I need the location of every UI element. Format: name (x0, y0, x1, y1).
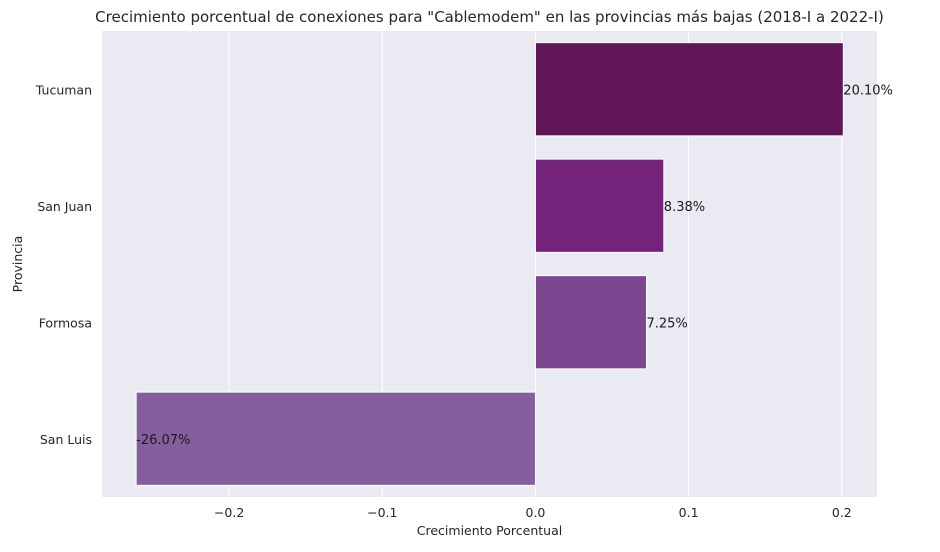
x-axis-ticks: −0.2 −0.1 0.0 0.1 0.2 (214, 505, 852, 520)
x-tick-label: −0.2 (214, 505, 244, 520)
bar (534, 158, 665, 253)
data-label: 20.10% (843, 83, 893, 98)
bar (534, 42, 844, 137)
bars (135, 42, 844, 486)
bar (534, 275, 647, 370)
y-tick-label: San Juan (37, 199, 92, 214)
bar (135, 391, 536, 486)
data-label: 8.38% (664, 200, 705, 215)
y-tick-label: Formosa (39, 315, 92, 330)
data-label: -26.07% (136, 433, 190, 448)
x-tick-label: 0.1 (679, 505, 699, 520)
chart-title: Crecimiento porcentual de conexiones par… (95, 8, 884, 26)
y-axis-label: Provincia (10, 236, 25, 293)
y-tick-label: San Luis (40, 432, 92, 447)
x-tick-label: −0.1 (367, 505, 397, 520)
y-axis-ticks: Tucuman San Juan Formosa San Luis (35, 82, 92, 447)
x-tick-label: 0.0 (526, 505, 546, 520)
x-tick-label: 0.2 (832, 505, 852, 520)
x-axis-label: Crecimiento Porcentual (417, 523, 562, 538)
data-label: 7.25% (646, 316, 687, 331)
y-tick-label: Tucuman (35, 82, 92, 97)
data-labels: 20.10% 8.38% 7.25% -26.07% (136, 83, 893, 448)
